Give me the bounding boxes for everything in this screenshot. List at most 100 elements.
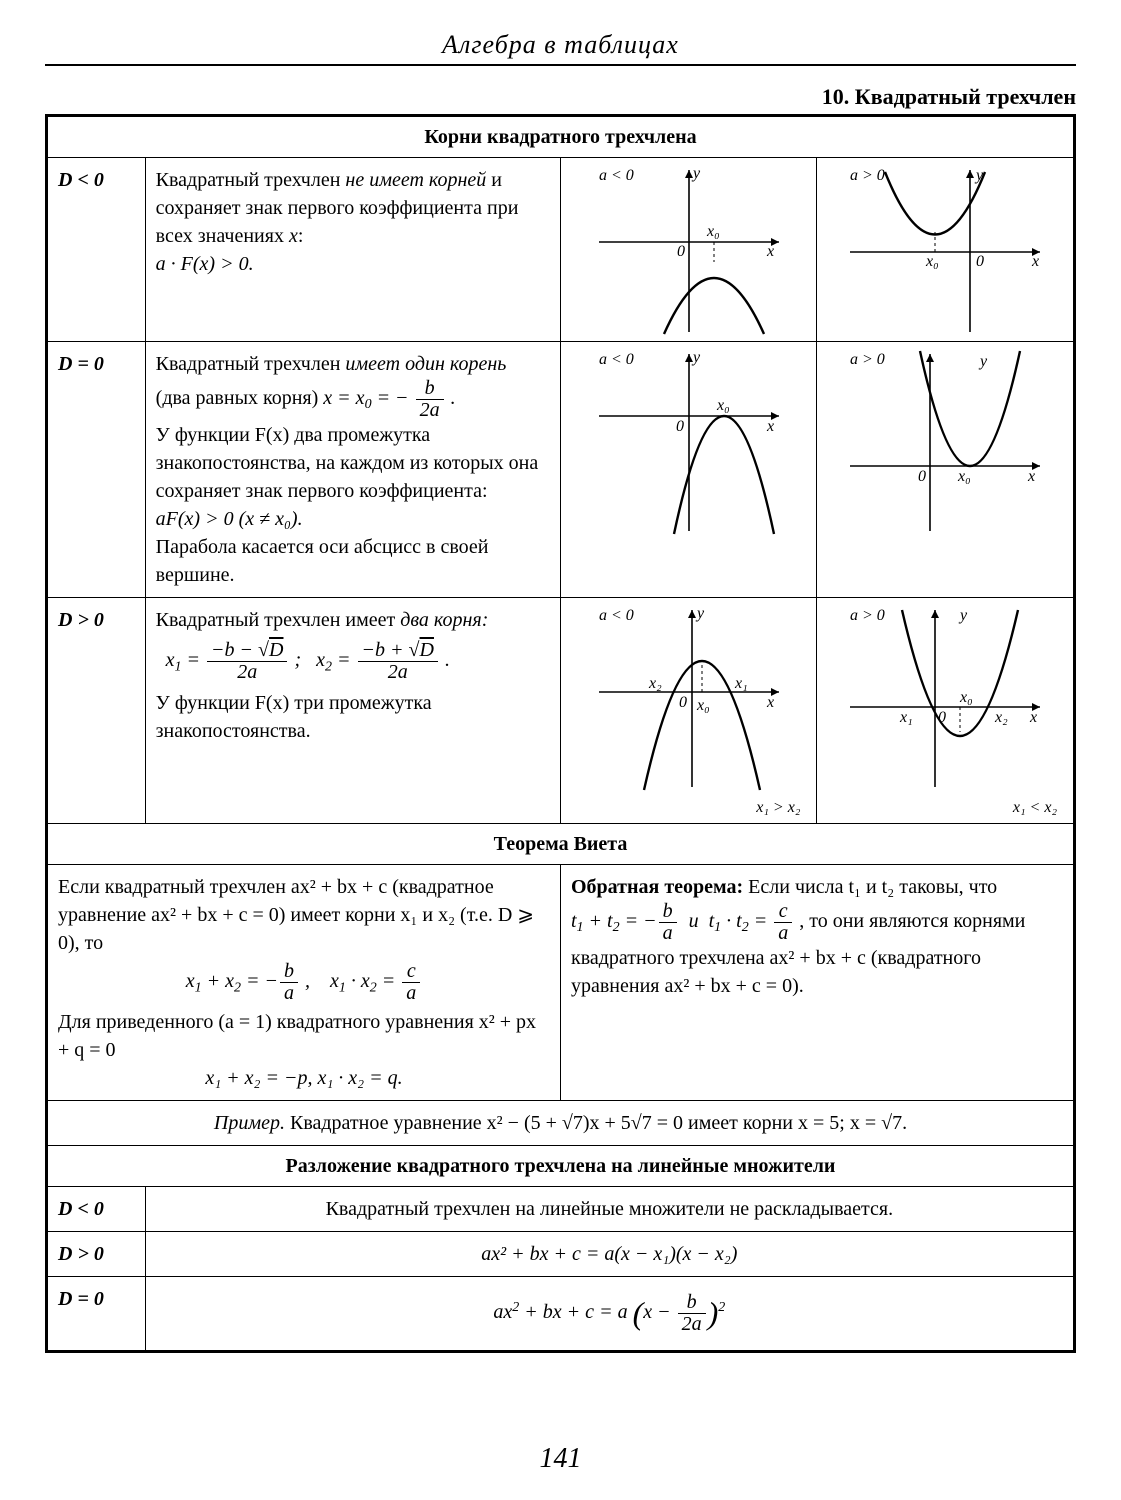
row-vieta: Если квадратный трехчлен ax² + bx + c (к…	[47, 865, 1075, 1101]
svg-text:x: x	[766, 418, 774, 435]
desc-d-zero: Квадратный трехчлен имеет один корень (д…	[145, 342, 560, 598]
header-vieta: Теорема Виета	[47, 824, 1075, 865]
svg-text:x: x	[1029, 709, 1037, 726]
svg-text:0: 0	[679, 694, 687, 711]
row-d-pos: D > 0 Квадратный трехчлен имеет два корн…	[47, 598, 1075, 824]
text: У функции F(x) три промежутка знакопосто…	[156, 692, 432, 742]
svg-text:x₁: x₁	[899, 709, 913, 726]
text: Для приведенного (a = 1) квадратного ура…	[58, 1011, 536, 1061]
page-number: 141	[0, 1443, 1121, 1475]
vieta-left: Если квадратный трехчлен ax² + bx + c (к…	[47, 865, 561, 1101]
section-title: 10. Квадратный трехчлен	[45, 84, 1076, 110]
text: Квадратное уравнение x² − (5 + √7)x + 5√…	[285, 1112, 907, 1134]
note: x₁ < x₂	[821, 797, 1069, 819]
svg-text:x: x	[1031, 253, 1039, 270]
svg-text:y: y	[691, 165, 701, 182]
formula: x1 + x2 = −ba , x1 · x2 = ca	[58, 961, 550, 1004]
svg-text:x₂: x₂	[648, 675, 662, 692]
parabola-icon: a > 0 y 0 x x₀	[840, 162, 1050, 337]
row-example: Пример. Квадратное уравнение x² − (5 + √…	[47, 1101, 1075, 1146]
text: Квадратный трехчлен на линейные множител…	[145, 1187, 1074, 1232]
svg-text:x: x	[766, 243, 774, 260]
page: Алгебра в таблицах 10. Квадратный трехчл…	[0, 0, 1121, 1500]
svg-text:a < 0: a < 0	[599, 607, 634, 624]
row-factor-d-pos: D > 0 ax² + bx + c = a(x − x₁)(x − x₂)	[47, 1232, 1075, 1277]
svg-text:x₀: x₀	[957, 468, 971, 485]
text: Парабола касается оси абсцисс в своей ве…	[156, 536, 489, 586]
cond-d-pos: D > 0	[47, 598, 146, 824]
main-table: Корни квадратного трехчлена D < 0 Квадра…	[45, 114, 1076, 1353]
text-em: два корня:	[400, 609, 488, 631]
header-factor: Разложение квадратного трехчлена на лине…	[47, 1146, 1075, 1187]
svg-text:y: y	[958, 607, 968, 624]
text-bold: Обратная теорема:	[571, 876, 743, 898]
svg-text:x: x	[1027, 468, 1035, 485]
svg-text:0: 0	[918, 468, 926, 485]
formula: x = x0 = − b2a .	[323, 387, 455, 409]
graph-d-neg-a-pos: a > 0 y 0 x x₀	[817, 158, 1075, 342]
text: Если числа t₁ и t₂ таковы, что	[743, 876, 997, 898]
graph-d-neg-a-neg: a < 0 y 0 x x₀	[560, 158, 816, 342]
header-roots: Корни квадратного трехчлена	[47, 116, 1075, 158]
formula: x1 = −b − √D2a ; x2 = −b + √D2a .	[166, 640, 550, 683]
text-em: Пример.	[214, 1112, 285, 1134]
svg-text:a > 0: a > 0	[850, 607, 885, 624]
svg-text:x₀: x₀	[706, 223, 720, 240]
svg-text:0: 0	[976, 253, 984, 270]
svg-text:x₁: x₁	[734, 675, 748, 692]
svg-text:x₂: x₂	[994, 709, 1008, 726]
graph-d-zero-a-neg: a < 0 y 0 x x₀	[560, 342, 816, 598]
row-d-zero: D = 0 Квадратный трехчлен имеет один кор…	[47, 342, 1075, 598]
book-header: Алгебра в таблицах	[45, 30, 1076, 66]
formula: x₁ + x₂ = −p, x₁ · x₂ = q.	[58, 1064, 550, 1092]
cond: D = 0	[47, 1277, 146, 1352]
svg-text:x: x	[766, 694, 774, 711]
parabola-icon: a < 0 y 0 x x₀	[589, 346, 789, 536]
svg-text:y: y	[691, 349, 701, 366]
text-em: имеет один корень	[345, 353, 506, 375]
text: У функции F(x) два промежутка знакопосто…	[156, 424, 539, 502]
parabola-icon: a > 0 y 0 x x₁ x₂ x₀	[840, 602, 1050, 797]
text: Если квадратный трехчлен ax² + bx + c (к…	[58, 876, 534, 954]
formula: ax2 + bx + c = a (x − b2a)2	[145, 1277, 1074, 1352]
parabola-icon: a < 0 y 0 x x₂ x₁ x₀	[589, 602, 789, 797]
cond: D < 0	[47, 1187, 146, 1232]
text: :	[298, 225, 304, 247]
text: Квадратный трехчлен	[156, 169, 346, 191]
svg-text:a > 0: a > 0	[850, 351, 885, 368]
svg-text:0: 0	[676, 418, 684, 435]
formula: a · F(x) > 0.	[156, 253, 254, 275]
graph-d-pos-a-neg: a < 0 y 0 x x₂ x₁ x₀ x₁ > x₂	[560, 598, 816, 824]
svg-text:a > 0: a > 0	[850, 167, 885, 184]
parabola-icon: a < 0 y 0 x x₀	[589, 162, 789, 337]
note: x₁ > x₂	[565, 797, 812, 819]
formula: aF(x) > 0 (x ≠ x₀).	[156, 508, 303, 530]
text: (два равных корня)	[156, 387, 324, 409]
cond: D > 0	[47, 1232, 146, 1277]
vieta-right: Обратная теорема: Если числа t₁ и t₂ так…	[560, 865, 1074, 1101]
graph-d-zero-a-pos: a > 0 y 0 x x₀	[817, 342, 1075, 598]
text: Квадратный трехчлен имеет	[156, 609, 401, 631]
parabola-icon: a > 0 y 0 x x₀	[840, 346, 1050, 536]
svg-text:a < 0: a < 0	[599, 351, 634, 368]
desc-d-pos: Квадратный трехчлен имеет два корня: x1 …	[145, 598, 560, 824]
row-factor-d-zero: D = 0 ax2 + bx + c = a (x − b2a)2	[47, 1277, 1075, 1352]
svg-text:a < 0: a < 0	[599, 167, 634, 184]
cond-d-neg: D < 0	[47, 158, 146, 342]
text-em: x	[289, 225, 298, 247]
row-d-neg: D < 0 Квадратный трехчлен не имеет корне…	[47, 158, 1075, 342]
formula: t1 + t2 = −ba и t1 · t2 = ca	[571, 910, 799, 932]
formula: ax² + bx + c = a(x − x₁)(x − x₂)	[145, 1232, 1074, 1277]
svg-text:x₀: x₀	[696, 697, 710, 714]
text-em: не имеет корней	[345, 169, 486, 191]
svg-text:y: y	[695, 605, 705, 622]
svg-text:y: y	[978, 353, 988, 370]
cond-d-zero: D = 0	[47, 342, 146, 598]
svg-text:x₀: x₀	[925, 253, 939, 270]
svg-text:x₀: x₀	[716, 397, 730, 414]
svg-text:x₀: x₀	[959, 689, 973, 706]
text: Квадратный трехчлен	[156, 353, 346, 375]
desc-d-neg: Квадратный трехчлен не имеет корней и со…	[145, 158, 560, 342]
row-factor-d-neg: D < 0 Квадратный трехчлен на линейные мн…	[47, 1187, 1075, 1232]
svg-text:0: 0	[677, 243, 685, 260]
